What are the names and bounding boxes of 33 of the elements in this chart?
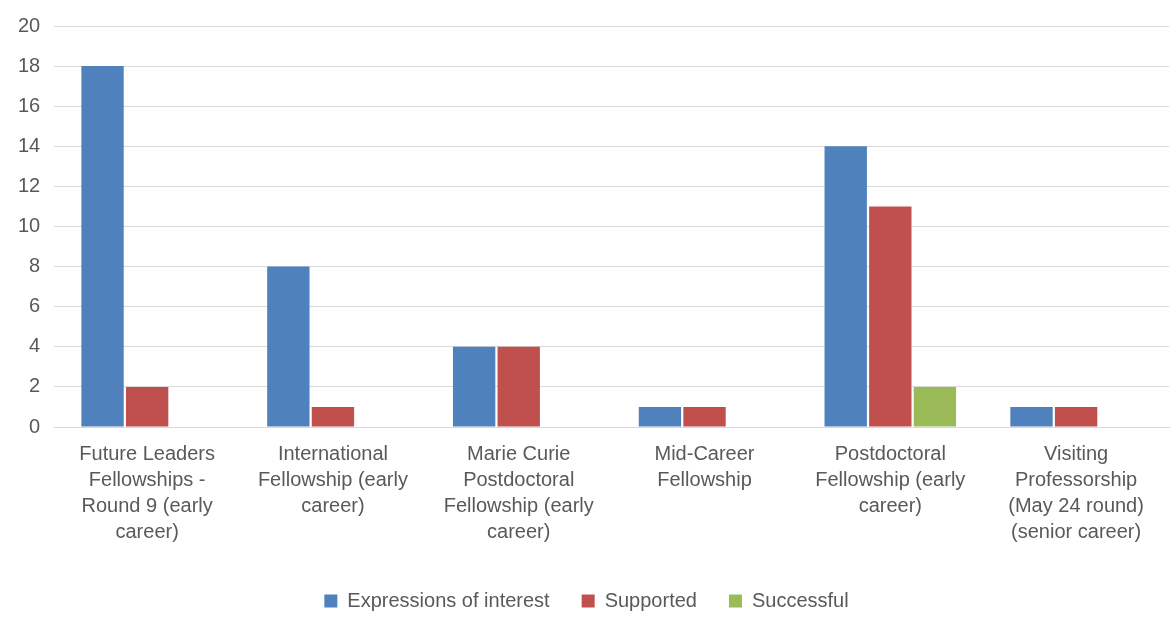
bar bbox=[311, 406, 355, 427]
x-tick-label: Visiting Professorship (May 24 round) (senior career) bbox=[1008, 441, 1144, 542]
y-tick-label: 12 bbox=[18, 173, 41, 196]
bar bbox=[869, 206, 912, 427]
y-tick-label: 14 bbox=[18, 133, 41, 156]
bar bbox=[81, 66, 124, 427]
legend-label: Supported bbox=[604, 588, 697, 611]
y-tick-label: 16 bbox=[18, 93, 41, 116]
bar bbox=[267, 266, 310, 427]
x-tick-label: Mid-Career Fellowship bbox=[654, 441, 755, 490]
bar bbox=[125, 386, 169, 427]
bar bbox=[1010, 406, 1053, 427]
x-tick-label: Postdoctoral Fellowship (early career) bbox=[815, 441, 966, 516]
legend-label: Successful bbox=[751, 588, 849, 611]
bar bbox=[452, 346, 496, 427]
y-tick-label: 2 bbox=[29, 374, 41, 397]
y-tick-label: 4 bbox=[29, 334, 41, 357]
bar bbox=[683, 406, 726, 427]
legend-label: Expressions of interest bbox=[347, 588, 551, 611]
bar bbox=[497, 346, 540, 427]
y-tick-label: 20 bbox=[18, 13, 41, 36]
bar bbox=[638, 406, 682, 427]
x-tick-label: Marie Curie Postdoctoral Fellowship (early career) bbox=[443, 441, 594, 542]
y-tick-label: 6 bbox=[29, 294, 41, 317]
y-tick-label: 8 bbox=[29, 254, 41, 277]
x-tick-label: Future Leaders Fellowships - Round 9 (early career) bbox=[79, 441, 215, 542]
x-tick-label: International Fellowship (early career) bbox=[257, 441, 408, 516]
bar bbox=[1054, 406, 1098, 427]
y-tick-label: 10 bbox=[18, 214, 41, 237]
y-tick-label: 18 bbox=[18, 53, 41, 76]
bar bbox=[824, 146, 867, 427]
y-tick-label: 0 bbox=[29, 414, 41, 437]
bar bbox=[913, 386, 957, 427]
